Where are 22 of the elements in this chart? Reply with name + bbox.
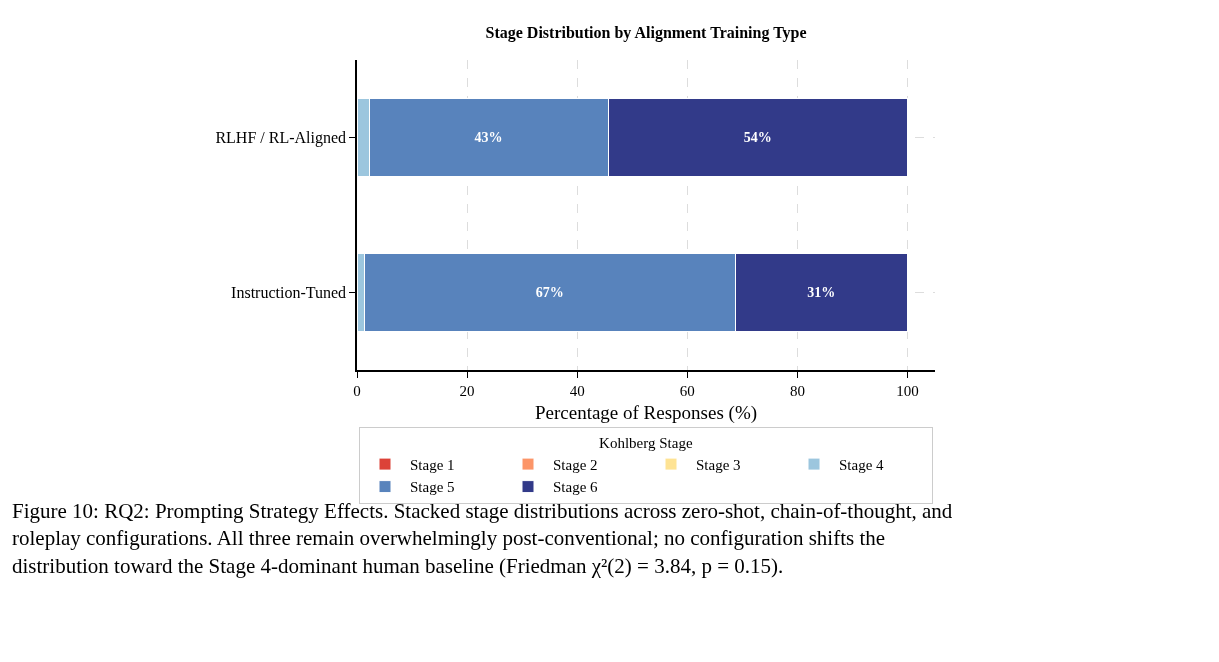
- y-tick-label: Instruction-Tuned: [231, 284, 347, 302]
- chart-title: Stage Distribution by Alignment Training Type: [485, 23, 807, 42]
- legend-label: Stage 3: [696, 456, 741, 473]
- caption: Figure 10: RQ2: Prompting Strategy Effects. Stacked stage distributions across zero-shot, chain-of-thought, and roleplay configurations. All three remain overwhelmingly post-conventional; no configuration shifts the distribution toward the Stage 4-dominant human baseline (Friedman χ²(2) = 3.84, p = 0.15).: [12, 499, 953, 578]
- x-tick-label: 0: [353, 382, 361, 399]
- legend-title: Kohlberg Stage: [599, 434, 693, 451]
- x-axis-title: Percentage of Responses (%): [534, 402, 758, 425]
- legend-label: Stage 1: [410, 456, 455, 473]
- x-tick-label: 60: [679, 382, 695, 399]
- legend-label: Stage 4: [839, 456, 885, 473]
- legend-label: Stage 5: [410, 479, 455, 496]
- data-label: 67%: [535, 285, 564, 300]
- data-label: 54%: [743, 130, 772, 145]
- y-tick-label: RLHF / RL-Aligned: [215, 129, 347, 148]
- data-label: 31%: [807, 285, 836, 300]
- x-tick-label: 80: [789, 382, 805, 399]
- x-tick-label: 100: [896, 382, 919, 399]
- data-label: 43%: [474, 130, 503, 145]
- legend-label: Stage 2: [553, 456, 598, 473]
- x-tick-label: 40: [569, 382, 585, 399]
- legend-label: Stage 6: [553, 479, 599, 496]
- x-tick-label: 20: [459, 382, 475, 399]
